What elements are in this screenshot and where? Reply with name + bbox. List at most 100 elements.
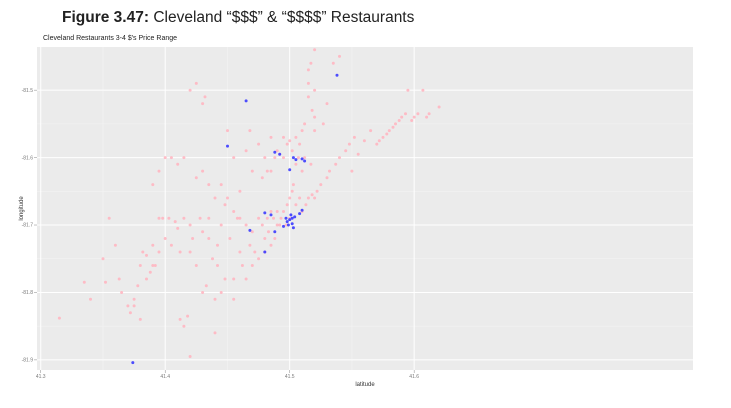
data-point bbox=[416, 112, 420, 116]
data-point bbox=[207, 216, 211, 220]
data-point bbox=[157, 216, 161, 220]
data-point bbox=[257, 142, 261, 146]
data-point bbox=[275, 149, 279, 153]
data-point bbox=[282, 156, 285, 160]
y-tick-label: -81.6 bbox=[22, 155, 34, 161]
data-point bbox=[248, 243, 252, 247]
data-point bbox=[313, 196, 317, 200]
data-point bbox=[126, 304, 130, 308]
data-point bbox=[294, 158, 298, 162]
data-point bbox=[338, 156, 341, 160]
data-point bbox=[306, 68, 310, 72]
y-tick-label: -81.9 bbox=[22, 358, 34, 364]
data-point bbox=[406, 88, 410, 92]
major-gridlines bbox=[37, 47, 693, 370]
figure-caption-text: Cleveland “$$$” & “$$$$” Restaurants bbox=[153, 9, 415, 26]
data-point bbox=[253, 250, 257, 254]
data-point bbox=[244, 277, 248, 281]
data-point bbox=[250, 264, 254, 267]
data-point bbox=[157, 169, 161, 173]
data-point bbox=[204, 284, 208, 288]
data-point bbox=[313, 88, 317, 92]
data-point bbox=[163, 237, 167, 240]
data-point bbox=[300, 208, 304, 212]
data-point bbox=[294, 203, 298, 207]
data-point bbox=[387, 129, 391, 133]
plot-panel bbox=[37, 47, 693, 370]
figure-caption: Figure 3.47: Cleveland “$$$” & “$$$$” Re… bbox=[62, 9, 414, 27]
data-point bbox=[321, 122, 325, 126]
data-point bbox=[334, 162, 338, 166]
data-point bbox=[132, 304, 136, 308]
data-point bbox=[306, 81, 310, 85]
data-point bbox=[369, 129, 373, 133]
data-point bbox=[362, 139, 366, 143]
data-point bbox=[169, 243, 173, 247]
data-points bbox=[57, 48, 441, 365]
data-point bbox=[397, 119, 401, 122]
data-point bbox=[315, 189, 319, 193]
data-point bbox=[104, 280, 107, 284]
data-point bbox=[296, 156, 300, 160]
data-point bbox=[294, 135, 298, 139]
data-point bbox=[226, 129, 229, 133]
data-point bbox=[176, 226, 180, 230]
data-point bbox=[191, 237, 195, 240]
data-point bbox=[219, 183, 223, 187]
data-point bbox=[145, 277, 148, 281]
data-point bbox=[182, 324, 186, 328]
data-point bbox=[298, 196, 302, 200]
data-point bbox=[228, 237, 232, 240]
data-point bbox=[263, 211, 267, 215]
data-point bbox=[188, 250, 192, 254]
data-point bbox=[263, 156, 267, 160]
data-point bbox=[157, 250, 161, 254]
data-point bbox=[350, 169, 354, 173]
data-point bbox=[198, 216, 202, 220]
data-point bbox=[298, 212, 302, 216]
data-point bbox=[163, 156, 167, 160]
data-point bbox=[260, 176, 264, 180]
data-point bbox=[269, 213, 273, 217]
data-point bbox=[250, 169, 254, 173]
y-tick-label: -81.8 bbox=[22, 290, 34, 296]
data-point bbox=[425, 115, 429, 119]
data-point bbox=[257, 257, 261, 261]
data-point bbox=[194, 81, 198, 85]
data-point bbox=[291, 183, 295, 187]
data-point bbox=[57, 316, 61, 320]
data-point bbox=[223, 203, 227, 207]
data-point bbox=[201, 230, 205, 234]
data-point bbox=[400, 115, 404, 119]
data-point bbox=[269, 135, 273, 139]
data-point bbox=[282, 224, 285, 228]
data-point bbox=[294, 162, 298, 166]
data-point bbox=[213, 297, 217, 301]
data-point bbox=[107, 216, 111, 220]
data-point bbox=[151, 264, 155, 267]
data-point bbox=[335, 73, 339, 77]
y-tick-label: -81.5 bbox=[22, 88, 34, 94]
data-point bbox=[145, 253, 148, 257]
data-point bbox=[186, 314, 190, 318]
data-point bbox=[132, 297, 136, 301]
data-point bbox=[286, 223, 290, 227]
data-point bbox=[169, 156, 173, 160]
data-point bbox=[347, 142, 351, 146]
data-point bbox=[182, 216, 186, 220]
data-point bbox=[213, 196, 217, 200]
data-point bbox=[288, 139, 292, 143]
x-tick-label: 41.3 bbox=[36, 374, 46, 380]
data-point bbox=[151, 243, 155, 247]
data-point bbox=[232, 277, 236, 281]
data-point bbox=[391, 125, 395, 129]
data-point bbox=[284, 216, 288, 220]
data-point bbox=[82, 280, 86, 284]
chart-title: Cleveland Restaurants 3-4 $'s Price Rang… bbox=[43, 35, 178, 42]
data-point bbox=[313, 48, 317, 52]
data-point bbox=[352, 135, 356, 139]
data-point bbox=[138, 264, 142, 267]
data-point bbox=[101, 257, 105, 261]
data-point bbox=[304, 203, 308, 207]
data-point bbox=[232, 156, 236, 160]
